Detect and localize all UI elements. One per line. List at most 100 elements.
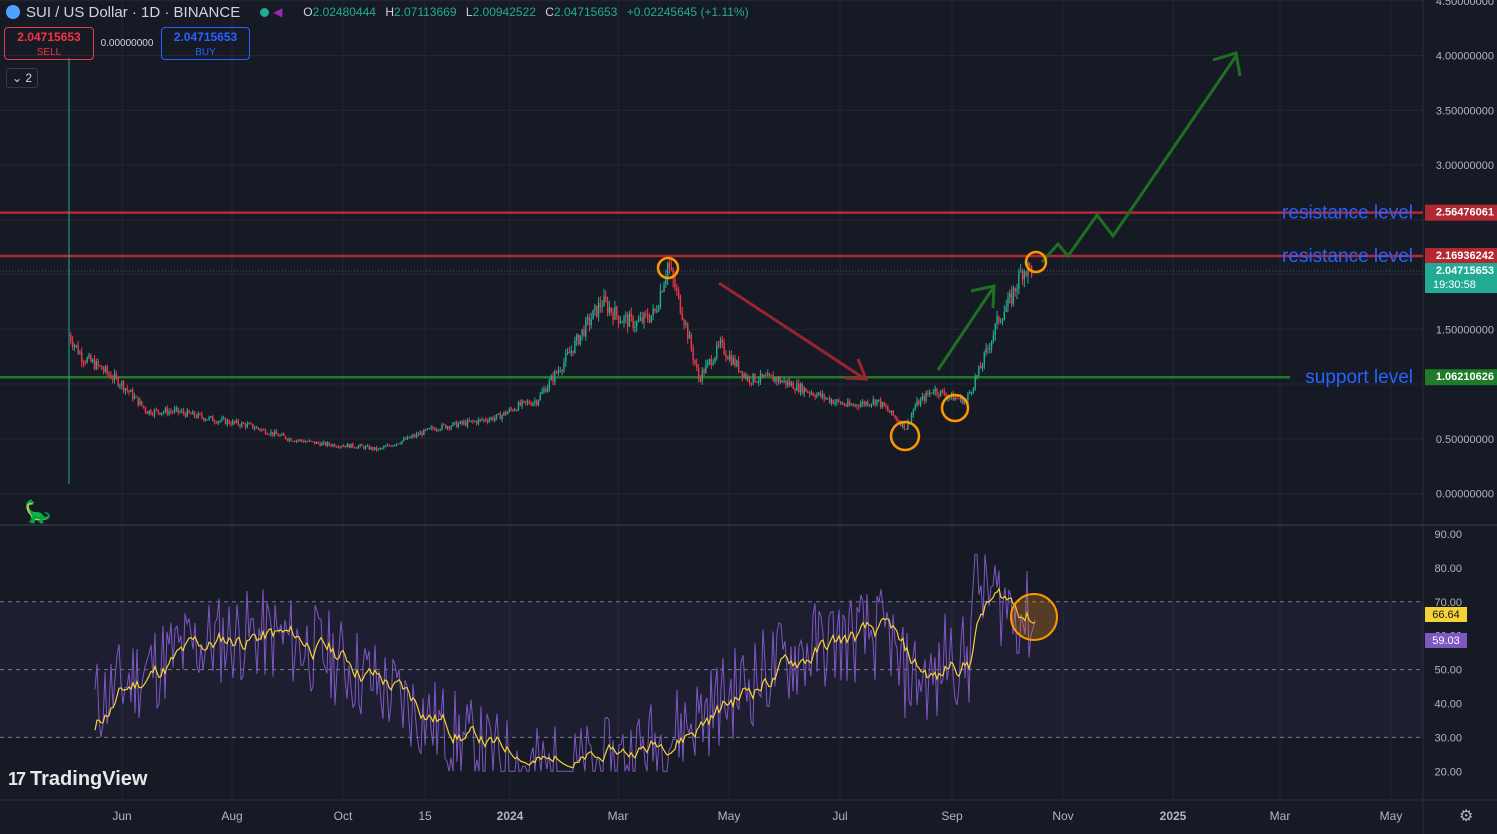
- candle-body: [432, 427, 434, 429]
- candle-body: [736, 360, 738, 367]
- candle-body: [221, 418, 223, 421]
- candle-body: [383, 446, 385, 449]
- buy-button[interactable]: 2.04715653 BUY: [161, 27, 250, 60]
- candle-body: [865, 401, 867, 405]
- candle-body: [716, 344, 718, 358]
- candle-body: [248, 423, 250, 425]
- candle-body: [370, 447, 372, 450]
- candle-body: [888, 410, 891, 413]
- candle-body: [843, 403, 845, 406]
- candle-body: [290, 438, 292, 442]
- candle-body: [546, 387, 549, 393]
- candle-body: [421, 432, 423, 436]
- candle-body: [150, 410, 152, 415]
- candle-body: [541, 391, 543, 394]
- candle-body: [637, 320, 640, 322]
- symbol-title[interactable]: SUI / US Dollar · 1D · BINANCE: [26, 3, 241, 21]
- marker-circle-2: [889, 420, 921, 452]
- candle-body: [474, 421, 476, 423]
- candle-body: [313, 441, 316, 444]
- candle-body: [230, 423, 232, 425]
- candle-body: [719, 340, 722, 346]
- candle-body: [790, 382, 793, 386]
- candle-body: [135, 396, 138, 398]
- candle-body: [989, 348, 991, 350]
- candle-body: [142, 405, 145, 408]
- candle-body: [172, 411, 174, 413]
- candle-body: [1029, 263, 1031, 267]
- market-open-icon: [260, 7, 270, 17]
- candle-body: [299, 439, 301, 441]
- time-tick-10: 2025: [1160, 809, 1187, 823]
- candle-body: [182, 410, 185, 414]
- candle-body: [525, 400, 527, 403]
- candle-body: [357, 446, 360, 448]
- candle-body: [508, 408, 511, 412]
- candle-body: [275, 431, 278, 435]
- candle-body: [148, 410, 150, 415]
- candle-body: [661, 291, 663, 293]
- sell-label: SELL: [36, 47, 62, 58]
- candle-body: [630, 313, 632, 317]
- candle-body: [588, 317, 591, 325]
- candle-body: [435, 429, 438, 431]
- candle-body: [776, 377, 778, 382]
- candle-body: [459, 421, 461, 424]
- high-value: 2.07113669: [393, 5, 457, 19]
- candle-body: [668, 263, 671, 268]
- candle-body: [130, 390, 132, 393]
- candle-body: [515, 409, 518, 411]
- candle-body: [252, 423, 254, 429]
- candle-body: [424, 429, 427, 431]
- candle-body: [177, 407, 179, 413]
- indicator-collapse-button[interactable]: ⌄ 2: [6, 68, 38, 88]
- candle-body: [586, 317, 589, 320]
- candle-body: [495, 414, 498, 418]
- axes: 0.00000000 0.50000000 1.50000000 3.00000000…: [112, 0, 1497, 823]
- settings-gear-icon[interactable]: ⚙: [1459, 808, 1474, 825]
- candle-body: [344, 445, 347, 448]
- candle-body: [84, 362, 87, 364]
- candle-body: [912, 410, 915, 415]
- candle-body: [241, 422, 243, 427]
- candle-body: [679, 295, 682, 314]
- candle-body: [246, 423, 249, 428]
- sell-button[interactable]: 2.04715653 SELL: [4, 27, 94, 60]
- rsi-marker-circle: [1010, 593, 1058, 641]
- candle-body: [899, 422, 902, 426]
- candle-body: [803, 388, 805, 394]
- price-tag-resistance-1-bg: [1425, 204, 1497, 221]
- candle-body: [115, 373, 118, 378]
- candle-body: [907, 421, 909, 430]
- candle-body: [943, 391, 945, 395]
- candle-body: [548, 380, 551, 388]
- candle-body: [330, 444, 332, 447]
- time-tick-0: Jun: [112, 809, 131, 823]
- candle-body: [555, 371, 558, 373]
- candle-body: [133, 396, 136, 399]
- candle-body: [721, 340, 723, 343]
- candle-body: [921, 396, 924, 400]
- candle-body: [457, 423, 460, 428]
- candle-body: [554, 371, 556, 382]
- candle-body: [528, 401, 531, 404]
- candle-body: [599, 302, 602, 308]
- candle-body: [985, 348, 987, 353]
- candle-body: [839, 401, 842, 404]
- candle-body: [901, 422, 904, 426]
- candle-body: [475, 421, 478, 424]
- candle-body: [710, 359, 713, 366]
- candle-body: [608, 307, 611, 313]
- candle-body: [204, 419, 207, 421]
- candle-body: [856, 404, 858, 407]
- candle-body: [408, 436, 410, 439]
- candle-body: [992, 334, 995, 341]
- candle-body: [1007, 297, 1009, 307]
- candle-body: [454, 421, 456, 423]
- candle-body: [632, 316, 634, 329]
- price-tag-resistance-1: 2.56476061: [1436, 207, 1494, 219]
- candle-body: [807, 391, 809, 393]
- candle-body: [699, 378, 702, 381]
- candle-body: [202, 417, 205, 421]
